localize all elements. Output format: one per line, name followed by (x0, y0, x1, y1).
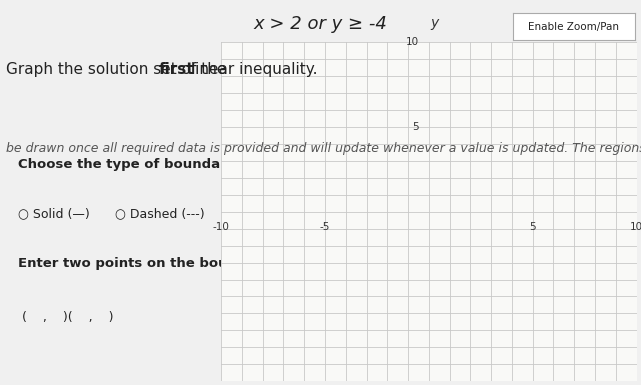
Text: Enter two points on the boundary line:: Enter two points on the boundary line: (18, 257, 308, 270)
Text: y: y (430, 17, 438, 30)
Text: Enable Zoom/Pan: Enable Zoom/Pan (528, 22, 619, 32)
Text: first: first (159, 62, 195, 77)
Text: -10: -10 (213, 222, 229, 232)
Text: ○ Solid (—): ○ Solid (—) (18, 208, 90, 221)
Text: Choose the type of boundary line:: Choose the type of boundary line: (18, 158, 272, 171)
Text: x > 2 or y ≥ -4: x > 2 or y ≥ -4 (254, 15, 387, 33)
Text: (    ,    )(    ,    ): ( , )( , ) (22, 311, 113, 324)
Text: Graph the solution set of the: Graph the solution set of the (6, 62, 231, 77)
Text: ○ Dashed (---): ○ Dashed (---) (115, 208, 204, 221)
Text: 10: 10 (405, 37, 419, 47)
Text: linear inequality.: linear inequality. (186, 62, 317, 77)
Text: 10: 10 (630, 222, 641, 232)
Text: -5: -5 (320, 222, 330, 232)
Text: be drawn once all required data is provided and will update whenever a value is : be drawn once all required data is provi… (6, 142, 641, 156)
Text: 5: 5 (529, 222, 536, 232)
Text: 5: 5 (412, 122, 419, 132)
